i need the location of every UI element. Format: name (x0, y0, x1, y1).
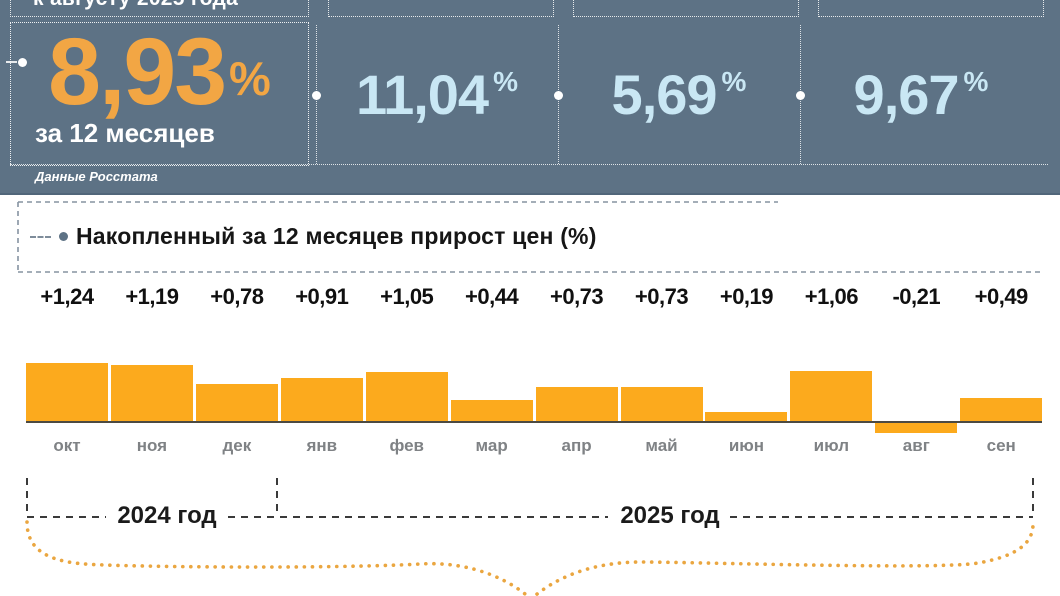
month-label: июл (813, 436, 850, 455)
bullet-dot-icon (59, 232, 68, 241)
bar-value-label: +0,78 (210, 284, 264, 309)
header-top-box-3 (573, 0, 799, 17)
bar-июн (705, 412, 788, 421)
secondary-value-1-text: 11,04 (356, 63, 489, 126)
bullet-dot-icon (312, 91, 321, 100)
year-group-2025: 2025 год (620, 502, 720, 529)
data-source-note: Данные Росстата (35, 169, 158, 184)
main-value-caption: за 12 месяцев (35, 118, 215, 148)
year-group-2024: 2024 год (117, 502, 217, 529)
bar-дек (195, 384, 278, 421)
bullet-dot-icon (554, 91, 563, 100)
header-top-box-4 (818, 0, 1044, 17)
header-panel: к августу 2025 года 8,93% за 12 месяцев … (0, 0, 1060, 195)
main-inflation-box: 8,93% за 12 месяцев (10, 22, 309, 166)
month-label: июн (728, 436, 765, 455)
bar-value-label: +1,06 (804, 284, 859, 309)
bar-value-label: +1,05 (380, 284, 434, 309)
bar-май (620, 386, 703, 421)
period-label: к августу 2025 года (33, 0, 238, 11)
month-label: авг (902, 436, 930, 455)
month-label: май (645, 436, 678, 455)
bar-value-label: +1,24 (40, 284, 94, 309)
secondary-value-2: 5,69% (564, 25, 794, 164)
month-label: дек (222, 436, 252, 455)
bar-фев (365, 371, 448, 421)
month-label: мар (475, 436, 508, 455)
main-inflation-value: 8,93% (11, 25, 308, 120)
main-box-connector-dash (6, 61, 17, 63)
bar-апр (535, 386, 618, 421)
bar-мар (450, 400, 533, 421)
month-label: фев (389, 436, 424, 455)
chart-title-row: Накопленный за 12 месяцев прирост цен (%… (30, 223, 597, 250)
bullet-dot-icon (18, 58, 27, 67)
secondary-value-2-unit: % (721, 66, 747, 97)
header-bottom-dotted-line (10, 164, 1048, 165)
secondary-value-3-text: 9,67 (853, 63, 960, 126)
month-label: апр (561, 436, 592, 455)
bar-июл (790, 371, 873, 421)
bar-авг (875, 423, 958, 433)
bar-value-label: +0,73 (549, 284, 604, 309)
bar-окт (26, 362, 108, 421)
bar-янв (280, 378, 363, 421)
secondary-value-3: 9,67% (806, 25, 1036, 164)
secondary-value-1: 11,04% (322, 25, 552, 164)
month-label: сен (986, 436, 1016, 455)
secondary-value-3-unit: % (963, 66, 989, 97)
bar-value-label: +0,73 (634, 284, 689, 309)
bar-ноя (110, 365, 193, 421)
bar-value-label: -0,21 (892, 284, 941, 309)
secondary-value-1-unit: % (493, 66, 518, 97)
bar-value-label: +0,91 (295, 284, 349, 309)
header-top-box-2 (328, 0, 554, 17)
month-label: ноя (136, 436, 168, 455)
bar-value-label: +0,49 (974, 284, 1029, 309)
bar-value-label: +0,44 (465, 284, 519, 309)
main-value-unit: % (229, 52, 271, 105)
chart-baseline (26, 421, 1042, 423)
brace-icon (25, 520, 1035, 596)
main-value-text: 8,93 (48, 19, 227, 125)
bar-value-label: +0,19 (719, 284, 774, 309)
bar-сен (960, 397, 1043, 421)
month-label: янв (306, 436, 338, 455)
bar-value-label: +1,19 (125, 284, 179, 309)
secondary-value-2-text: 5,69 (611, 63, 718, 126)
bullet-dot-icon (796, 91, 805, 100)
month-label: окт (53, 436, 81, 455)
chart-title: Накопленный за 12 месяцев прирост цен (%… (76, 223, 597, 249)
title-connector-dash (30, 235, 51, 238)
header-top-box-main (10, 0, 309, 17)
